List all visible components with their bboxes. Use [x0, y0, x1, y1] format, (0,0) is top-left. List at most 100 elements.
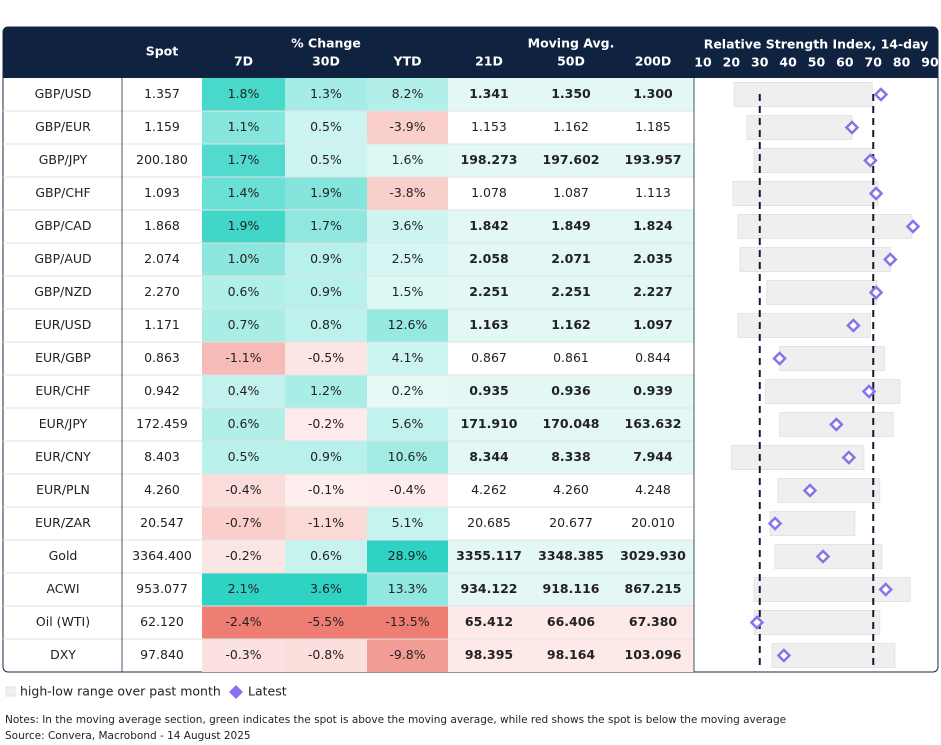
- ma-row-bg: [448, 639, 694, 672]
- pct-cell: -13.5%: [385, 614, 429, 629]
- heat-cell: [202, 111, 285, 144]
- heat-cell: [367, 210, 448, 243]
- heat-cell: [285, 78, 367, 111]
- ma-cell: 171.910: [461, 416, 518, 431]
- range-bar: [732, 181, 879, 206]
- pct-cell: 1.0%: [228, 251, 260, 266]
- ma-cell: 4.262: [471, 482, 507, 497]
- pct-cell: -0.1%: [308, 482, 344, 497]
- heat-cell: [367, 375, 448, 408]
- legend-swatch: [5, 686, 16, 697]
- heat-cell: [202, 507, 285, 540]
- heat-cell: [367, 243, 448, 276]
- pct-cell: 8.2%: [392, 86, 424, 101]
- ma-row-bg: [448, 408, 694, 441]
- row-name: Gold: [49, 548, 78, 563]
- heat-cell: [202, 177, 285, 210]
- ma-cell: 1.824: [633, 218, 673, 233]
- heat-cell: [202, 78, 285, 111]
- latest-marker: [905, 219, 921, 234]
- pct-cell: -0.7%: [225, 515, 261, 530]
- pct-cell: 5.1%: [392, 515, 424, 530]
- pct-cell: 0.5%: [310, 152, 342, 167]
- spot-cell: 1.171: [144, 317, 180, 332]
- pct-cell: 0.6%: [310, 548, 342, 563]
- row-name: EUR/JPY: [39, 416, 88, 431]
- row-name: Oil (WTI): [36, 614, 90, 629]
- x-tick-label: 80: [893, 55, 911, 70]
- latest-marker: [873, 87, 889, 102]
- ma-cell: 98.395: [465, 647, 513, 662]
- ma-cell: 867.215: [625, 581, 682, 596]
- spot-cell: 4.260: [144, 482, 180, 497]
- ma-cell: 1.097: [633, 317, 673, 332]
- ma-cell: 4.260: [553, 482, 589, 497]
- heat-cell: [285, 342, 367, 375]
- ma-cell: 0.939: [633, 383, 673, 398]
- column-header: 200D: [635, 54, 671, 69]
- note: Notes: In the moving average section, gr…: [5, 714, 786, 726]
- range-bar: [769, 511, 856, 536]
- latest-marker: [878, 582, 894, 597]
- spot-cell: 953.077: [136, 581, 188, 596]
- pct-cell: 0.9%: [310, 251, 342, 266]
- heat-cell: [285, 177, 367, 210]
- heat-cell: [367, 474, 448, 507]
- heat-cell: [285, 111, 367, 144]
- pct-cell: 0.6%: [228, 284, 260, 299]
- pct-cell: 2.1%: [228, 581, 260, 596]
- ma-cell: 1.153: [471, 119, 507, 134]
- heat-cell: [367, 507, 448, 540]
- ma-cell: 3355.117: [456, 548, 522, 563]
- pct-cell: 2.5%: [392, 251, 424, 266]
- pct-cell: 0.5%: [228, 449, 260, 464]
- heat-cell: [285, 639, 367, 672]
- ma-cell: 103.096: [625, 647, 682, 662]
- pct-cell: -1.1%: [225, 350, 261, 365]
- heat-cell: [202, 606, 285, 639]
- row-name: GBP/CAD: [35, 218, 92, 233]
- row-name: EUR/ZAR: [35, 515, 91, 530]
- pct-cell: 0.4%: [228, 383, 260, 398]
- ma-cell: 1.341: [469, 86, 509, 101]
- pct-cell: 1.5%: [392, 284, 424, 299]
- row-name: GBP/USD: [35, 86, 92, 101]
- ma-cell: 1.300: [633, 86, 673, 101]
- heat-cell: [367, 111, 448, 144]
- latest-marker: [861, 384, 877, 399]
- ma-cell: 98.164: [547, 647, 596, 662]
- spot-cell: 0.863: [144, 350, 180, 365]
- heat-cell: [367, 441, 448, 474]
- legend-label: Latest: [248, 684, 287, 699]
- legend-marker: [229, 685, 243, 699]
- pct-cell: 1.7%: [228, 152, 260, 167]
- heat-cell: [285, 375, 367, 408]
- column-header: 21D: [475, 54, 503, 69]
- header-bg: [3, 27, 938, 78]
- pct-cell: 3.6%: [392, 218, 424, 233]
- ma-row-bg: [448, 210, 694, 243]
- ma-cell: 7.944: [633, 449, 673, 464]
- spot-cell: 1.093: [144, 185, 180, 200]
- heat-cell: [202, 540, 285, 573]
- heat-cell: [285, 210, 367, 243]
- latest-marker: [846, 318, 861, 333]
- spot-cell: 2.074: [144, 251, 180, 266]
- spot-cell: 1.868: [144, 218, 180, 233]
- range-bar: [733, 82, 873, 107]
- ma-row-bg: [448, 573, 694, 606]
- pct-cell: -0.2%: [308, 416, 344, 431]
- row-name: EUR/CHF: [35, 383, 90, 398]
- legend-label: high-low range over past month: [20, 684, 221, 699]
- pct-cell: 1.1%: [228, 119, 260, 134]
- ma-cell: 8.344: [469, 449, 509, 464]
- pct-cell: 1.3%: [310, 86, 342, 101]
- heat-cell: [202, 639, 285, 672]
- ma-row-bg: [448, 606, 694, 639]
- row-name: GBP/NZD: [34, 284, 92, 299]
- ma-cell: 3348.385: [538, 548, 604, 563]
- range-bar: [737, 214, 913, 239]
- row-name: GBP/AUD: [34, 251, 91, 266]
- ma-cell: 163.632: [625, 416, 682, 431]
- pct-cell: -0.4%: [225, 482, 261, 497]
